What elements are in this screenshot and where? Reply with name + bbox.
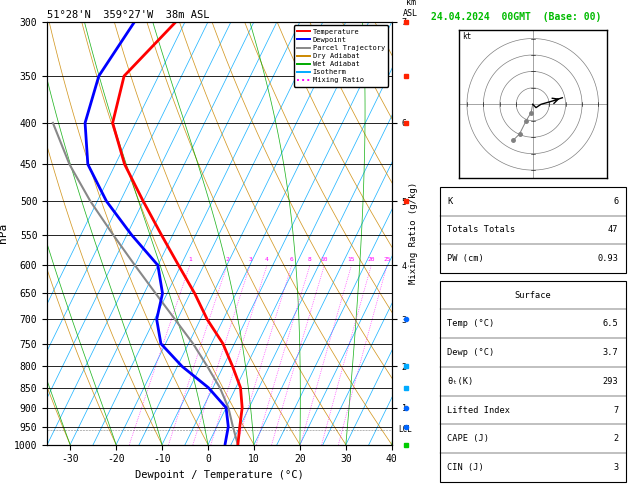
- Text: 6.5: 6.5: [603, 319, 618, 328]
- Text: 25: 25: [383, 257, 391, 262]
- Text: 3.7: 3.7: [603, 348, 618, 357]
- Text: Lifted Index: Lifted Index: [447, 405, 510, 415]
- Text: CAPE (J): CAPE (J): [447, 434, 489, 443]
- Y-axis label: hPa: hPa: [0, 223, 8, 243]
- Text: Totals Totals: Totals Totals: [447, 226, 515, 234]
- Legend: Temperature, Dewpoint, Parcel Trajectory, Dry Adiabat, Wet Adiabat, Isotherm, Mi: Temperature, Dewpoint, Parcel Trajectory…: [294, 25, 388, 87]
- Text: 293: 293: [603, 377, 618, 386]
- Text: 1: 1: [188, 257, 192, 262]
- Text: 47: 47: [608, 226, 618, 234]
- Text: 3: 3: [613, 463, 618, 472]
- X-axis label: Dewpoint / Temperature (°C): Dewpoint / Temperature (°C): [135, 470, 304, 480]
- Text: CIN (J): CIN (J): [447, 463, 484, 472]
- Text: kt: kt: [462, 32, 471, 40]
- Text: 6: 6: [613, 197, 618, 206]
- Text: 8: 8: [308, 257, 312, 262]
- Text: Dewp (°C): Dewp (°C): [447, 348, 494, 357]
- Text: 2: 2: [613, 434, 618, 443]
- Text: 0.93: 0.93: [598, 254, 618, 263]
- Text: 3: 3: [248, 257, 252, 262]
- Bar: [440, 280, 626, 482]
- Text: K: K: [447, 197, 452, 206]
- Text: 51°28'N  359°27'W  38m ASL: 51°28'N 359°27'W 38m ASL: [47, 10, 209, 20]
- Text: θₜ(K): θₜ(K): [447, 377, 473, 386]
- Text: 7: 7: [613, 405, 618, 415]
- Text: 10: 10: [321, 257, 328, 262]
- Text: 6: 6: [290, 257, 294, 262]
- Text: 4: 4: [265, 257, 269, 262]
- Text: PW (cm): PW (cm): [447, 254, 484, 263]
- Y-axis label: Mixing Ratio (g/kg): Mixing Ratio (g/kg): [409, 182, 418, 284]
- Text: LCL: LCL: [399, 425, 413, 434]
- Text: 15: 15: [348, 257, 355, 262]
- Text: km
ASL: km ASL: [403, 0, 418, 17]
- Text: 20: 20: [367, 257, 375, 262]
- Bar: [440, 187, 626, 273]
- Text: 24.04.2024  00GMT  (Base: 00): 24.04.2024 00GMT (Base: 00): [431, 12, 601, 22]
- Text: Surface: Surface: [515, 291, 551, 299]
- Text: 2: 2: [225, 257, 229, 262]
- Text: Temp (°C): Temp (°C): [447, 319, 494, 328]
